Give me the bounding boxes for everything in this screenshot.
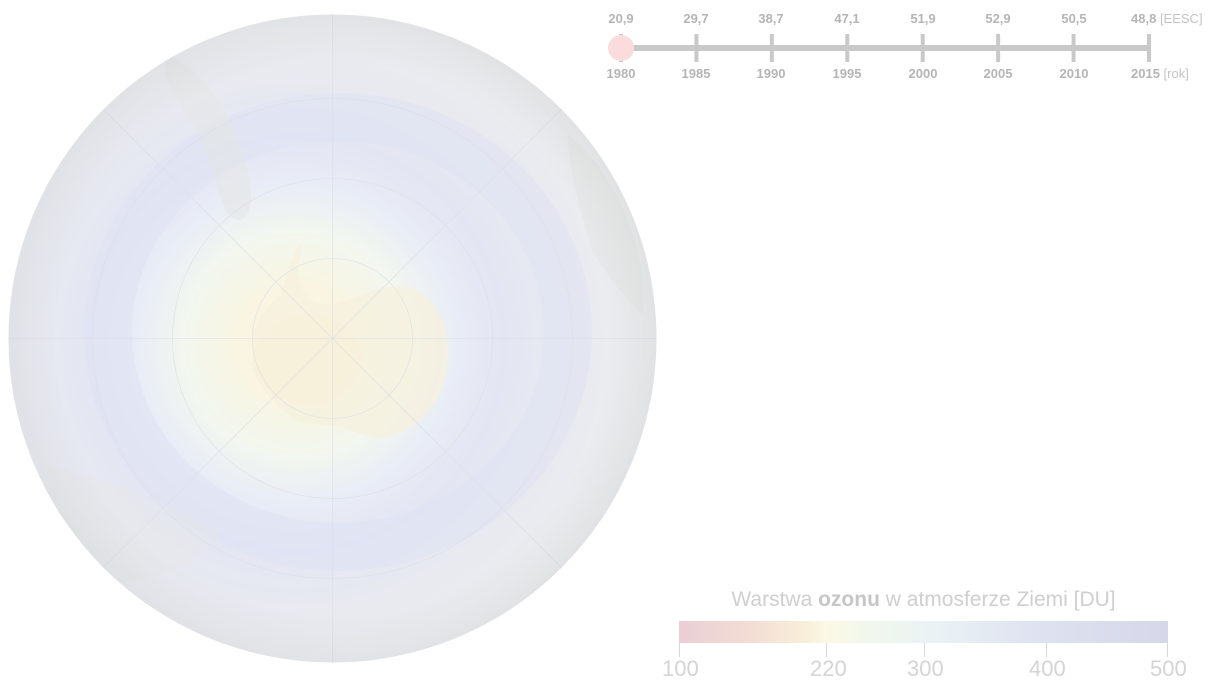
legend-title-prefix: Warstwa xyxy=(731,588,813,611)
eesc-value-2010: 50,5 xyxy=(1061,11,1087,26)
timeline-year-1985[interactable]: 1985 xyxy=(681,66,711,81)
legend-tick-100 xyxy=(679,643,680,657)
eesc-value-2015: 48,8 [EESC] xyxy=(1131,11,1203,26)
legend-label-400: 400 xyxy=(1029,656,1066,681)
timeline-marker-icon[interactable] xyxy=(608,35,634,61)
legend-title-suffix: w atmosferze Ziemi [DU] xyxy=(885,588,1116,611)
legend-title-bold: ozonu xyxy=(818,588,880,611)
eesc-unit-label: [EESC] xyxy=(1159,11,1203,26)
timeline-year-2015[interactable]: 2015 [rok] xyxy=(1131,66,1189,81)
legend-label-500: 500 xyxy=(1150,656,1187,681)
timeline-year-2010[interactable]: 2010 xyxy=(1059,66,1089,81)
eesc-value-1985: 29,7 xyxy=(683,11,709,26)
eesc-value-1995: 47,1 xyxy=(834,11,860,26)
antarctica-globe xyxy=(8,14,657,663)
timeline-year-2005[interactable]: 2005 xyxy=(983,66,1013,81)
timeline-year-1995[interactable]: 1995 xyxy=(832,66,862,81)
timeline-track xyxy=(608,34,1151,62)
legend-tick-400 xyxy=(1046,643,1047,657)
timeline-year-1980[interactable]: 1980 xyxy=(606,66,636,81)
timeline-year-2015-number: 2015 xyxy=(1131,66,1160,81)
eesc-value-2000: 51,9 xyxy=(910,11,936,26)
year-timeline: 20,9 29,7 38,7 47,1 51,9 52,9 50,5 48,8 … xyxy=(596,8,1227,98)
legend-tick-220 xyxy=(826,643,827,657)
legend-label-220: 220 xyxy=(810,656,847,681)
eesc-value-2015-number: 48,8 xyxy=(1131,11,1157,26)
legend-tick-500 xyxy=(1167,643,1168,657)
eesc-value-2005: 52,9 xyxy=(985,11,1011,26)
legend-label-100: 100 xyxy=(662,656,699,681)
legend-tick-300 xyxy=(924,643,925,657)
legend-label-300: 300 xyxy=(907,656,944,681)
legend-title: Warstwa ozonu w atmosferze Ziemi [DU] xyxy=(679,588,1168,612)
eesc-value-1990: 38,7 xyxy=(758,11,784,26)
ozone-color-scale xyxy=(679,621,1168,643)
timeline-year-1990[interactable]: 1990 xyxy=(756,66,786,81)
eesc-value-1980: 20,9 xyxy=(608,11,634,26)
year-unit-label: [rok] xyxy=(1163,66,1189,81)
antarctica-globe-icon xyxy=(8,14,657,663)
timeline-year-2000[interactable]: 2000 xyxy=(908,66,938,81)
